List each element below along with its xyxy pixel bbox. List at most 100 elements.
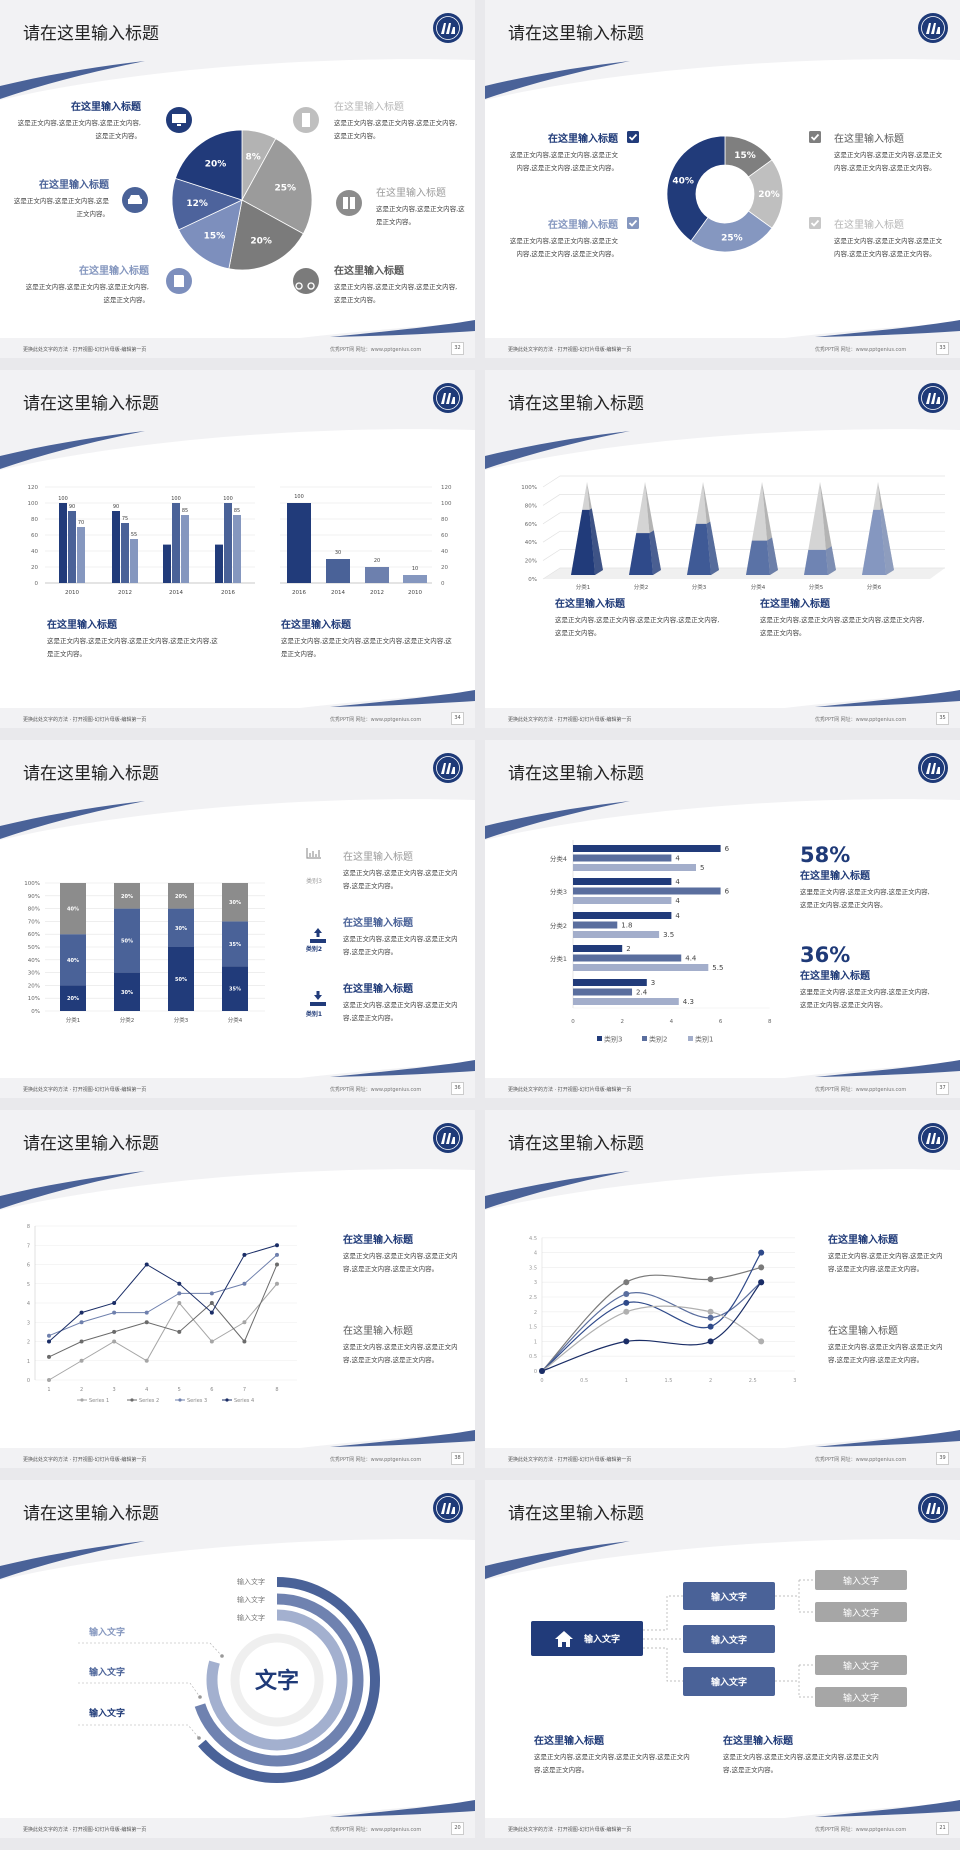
- bar-charts: 0204060801001201009070201090755520121008…: [28, 485, 452, 596]
- footer-instructions: 更换此处文字的方法 · 打开视图-幻灯片母版-编辑第一页: [508, 717, 632, 723]
- callout-dot: [220, 1654, 224, 1658]
- data-point: [177, 1329, 182, 1334]
- logo-mark: [926, 393, 940, 404]
- bottom-swoosh: [815, 1430, 960, 1447]
- x-tick-label: 4: [145, 1387, 148, 1393]
- y-tick-label: 60%: [28, 932, 40, 938]
- y-tick-label: 分类1: [550, 954, 567, 963]
- leaf-node[interactable]: 输入文字: [815, 1602, 907, 1622]
- mid-node[interactable]: 输入文字: [683, 1625, 775, 1653]
- data-label: 100: [223, 496, 233, 502]
- x-tick-label: 3: [113, 1387, 116, 1393]
- slide-title: 请在这里输入标题: [508, 764, 644, 784]
- pyramid-bar: [746, 540, 770, 575]
- item-body: 这是正文内容,这是正文内容,这是正文内容,这是正文内容,这是正文内容。: [834, 151, 943, 172]
- y-tick-label: 5: [27, 1282, 30, 1288]
- slide-pyramid-chart: 0% 20% 40% 60% 80% 100% 分类1 分类2 分类3 分类4 分类5 分类6 在这里…: [485, 370, 960, 728]
- bar-chart-icon: [306, 848, 321, 859]
- slide-ring-diagram: 文字 输入文字 输入文字 输入文字 输入文字 输入文字 输入文字 请在这里输入标题 更换此处文…: [0, 1480, 475, 1838]
- item-2: 在这里输入标题 这是正文内容,这是正文内容,这是正文内容,这是正文内容,这是正文内…: [723, 1732, 883, 1777]
- x-tick-label: 分类3: [174, 1016, 189, 1024]
- pyramid-bar-side: [706, 521, 719, 575]
- item-title: 在这里输入标题: [79, 266, 149, 277]
- callout-dot: [198, 1695, 202, 1699]
- callout-line: [78, 1724, 200, 1739]
- y-tick-label: 10%: [28, 996, 40, 1002]
- data-label: 100: [171, 496, 181, 502]
- footer-site: 优秀PPT网 网址：www.pptgenius.com: [330, 1827, 422, 1833]
- stacked-bar-segment: [168, 947, 194, 1011]
- top-swoosh: [485, 431, 630, 469]
- data-point: [274, 1281, 279, 1286]
- item-2: 在这里输入标题 这是正文内容,这是正文内容,这是正文内容,这是正文内容,这是正文内…: [828, 1322, 943, 1367]
- data-label: 4: [675, 878, 680, 886]
- item-body: 这是正文内容,这是正文内容,这是正文内容,这是正文内容。: [17, 119, 141, 140]
- root-node[interactable]: 输入文字: [531, 1621, 643, 1656]
- footer-instructions: 更换此处文字的方法 · 打开视图-幻灯片母版-编辑第一页: [23, 1457, 147, 1463]
- y-tick-label: 4: [27, 1301, 30, 1307]
- bar: [573, 864, 696, 871]
- y-tick-label: 80%: [28, 907, 40, 913]
- legend-label: Series 1: [89, 1398, 109, 1404]
- y-tick-label: 20%: [525, 559, 537, 565]
- data-point: [144, 1262, 149, 1267]
- item-2: 在这里输入标题 这是正文内容,这是正文内容,这是正文内容,这是正文内容,这是正文内…: [343, 1322, 458, 1367]
- segment-label: 20%: [175, 894, 187, 900]
- slide-donut: 15% 20% 25% 40% 在这里输入标题 这是正文内容,这是正文内容,这是正文内容…: [485, 0, 960, 358]
- data-label: 5: [700, 864, 704, 872]
- y-tick-label: 0: [534, 1369, 537, 1375]
- item-title: 在这里输入标题: [834, 134, 904, 145]
- pyramid-bar-side: [825, 546, 836, 575]
- data-point: [209, 1310, 214, 1315]
- x-tick-label: 分类1: [66, 1016, 81, 1024]
- logo-ring: [436, 756, 460, 780]
- y-tick-label: 分类2: [550, 921, 567, 930]
- phone-icon: [293, 107, 319, 133]
- bar: [573, 845, 721, 852]
- mid-node[interactable]: 输入文字: [683, 1667, 775, 1696]
- logo-ring: [921, 386, 945, 410]
- footer-site: 优秀PPT网 网址：www.pptgenius.com: [815, 717, 907, 723]
- data-point: [144, 1320, 149, 1325]
- mid-node[interactable]: 输入文字: [683, 1582, 775, 1610]
- y-tick-label: 60%: [525, 522, 537, 528]
- footer-instructions: 更换此处文字的方法 · 打开视图-幻灯片母版-编辑第一页: [508, 1457, 632, 1463]
- data-point: [623, 1308, 630, 1315]
- legend-swatch: [597, 1036, 602, 1041]
- series-curve: [541, 1305, 762, 1372]
- slide-title: 请在这里输入标题: [23, 764, 159, 784]
- leaf-node[interactable]: 输入文字: [815, 1687, 907, 1707]
- item-body: 这是正文内容,这是正文内容,这是正文内容,这是正文内容,这是正文内容。: [534, 1753, 690, 1774]
- bar: [224, 503, 232, 583]
- checkbox-icon: [809, 131, 821, 143]
- stacked-bar-segment: [114, 908, 140, 973]
- binoculars-icon: [336, 190, 362, 216]
- y-tick-label: 2: [27, 1340, 30, 1346]
- x-tick-label: 1.5: [664, 1378, 672, 1384]
- logo-ring: [921, 1496, 945, 1520]
- legend-swatch: [688, 1036, 693, 1041]
- item-title: 在这里输入标题: [760, 599, 830, 610]
- data-point: [79, 1320, 84, 1325]
- data-label: 4: [675, 855, 680, 863]
- data-point: [707, 1338, 714, 1345]
- check-mark: [810, 219, 820, 227]
- tree-connectors: [643, 1579, 815, 1698]
- gridline: [542, 494, 945, 506]
- leaf-node[interactable]: 输入文字: [815, 1570, 907, 1590]
- data-label: 85: [234, 508, 240, 514]
- ring-label: 输入文字: [237, 1577, 265, 1586]
- x-tick-label: 2010: [65, 590, 79, 596]
- x-tick-label: 1: [47, 1387, 50, 1393]
- x-tick-label: 5: [178, 1387, 181, 1393]
- data-point: [758, 1338, 765, 1345]
- home-icon: [554, 1630, 573, 1647]
- top-swoosh: [485, 61, 630, 99]
- leaf-node[interactable]: 输入文字: [815, 1655, 907, 1675]
- stat-value: 58%: [800, 843, 851, 867]
- data-label: 5.5: [712, 964, 723, 972]
- pie-slice: [241, 138, 313, 235]
- data-point: [79, 1339, 84, 1344]
- data-point: [79, 1310, 84, 1315]
- y-tick-label: 4: [534, 1251, 537, 1257]
